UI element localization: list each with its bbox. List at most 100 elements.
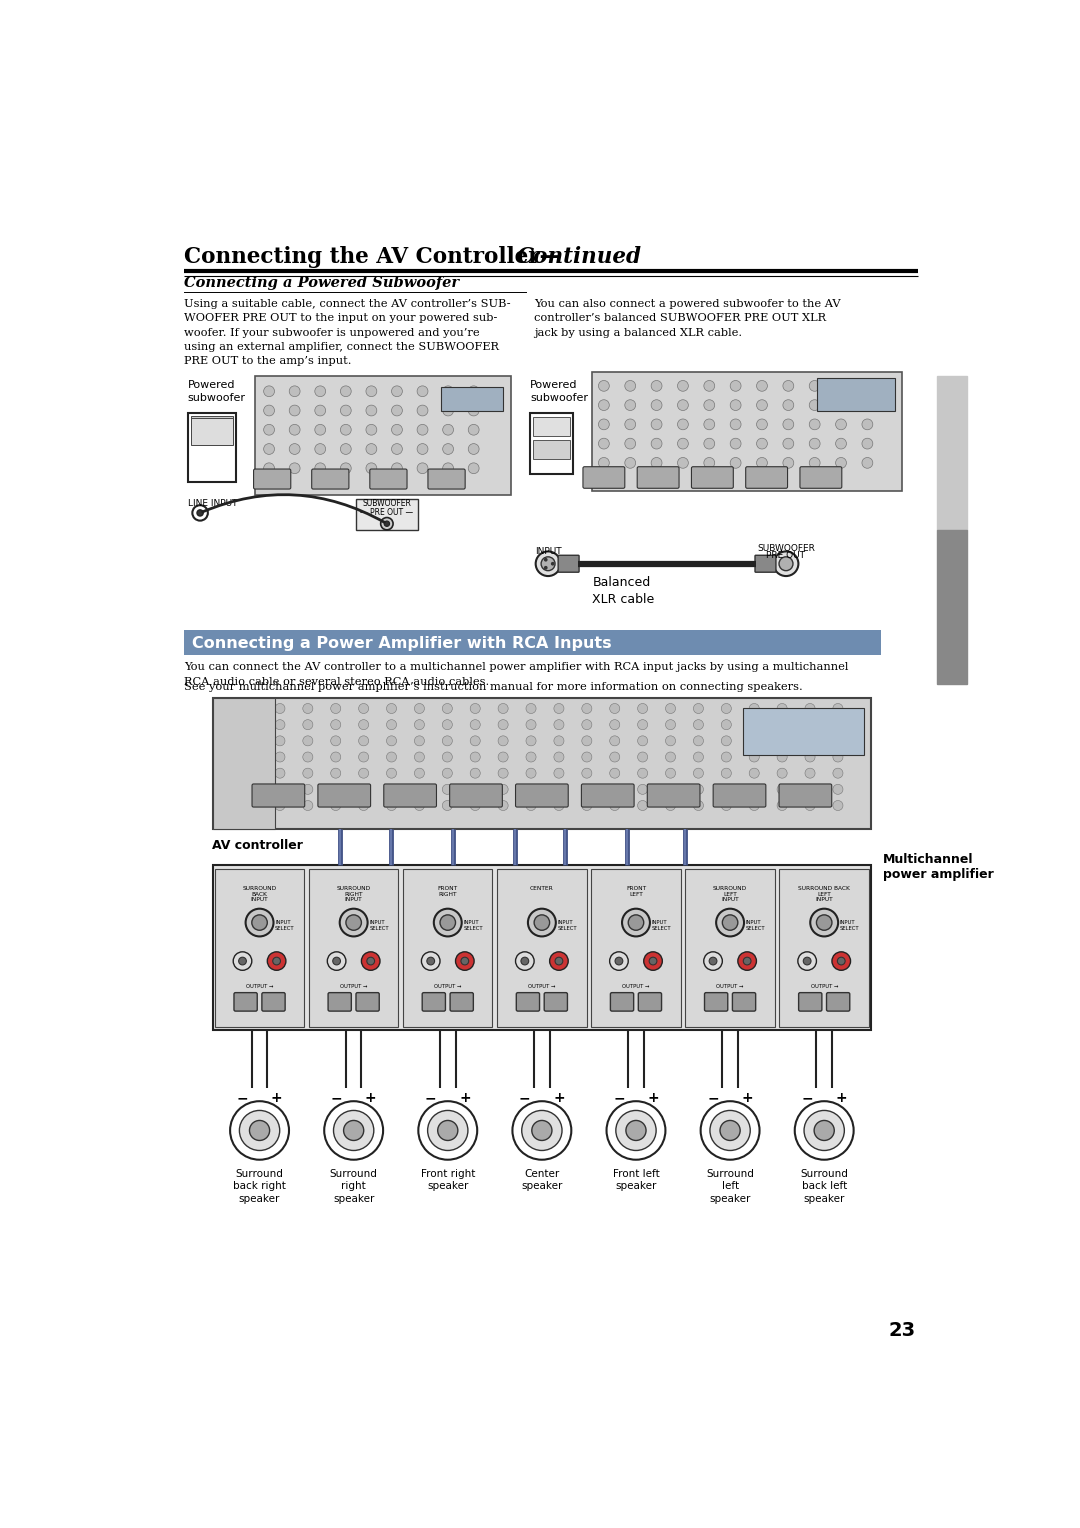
Circle shape bbox=[340, 909, 367, 937]
Circle shape bbox=[833, 769, 843, 778]
Text: Connecting a Power Amplifier with RCA Inputs: Connecting a Power Amplifier with RCA In… bbox=[191, 636, 611, 651]
Circle shape bbox=[418, 1102, 477, 1160]
Circle shape bbox=[469, 405, 480, 416]
Circle shape bbox=[833, 752, 843, 762]
Circle shape bbox=[778, 784, 787, 795]
Circle shape bbox=[392, 425, 403, 435]
FancyBboxPatch shape bbox=[383, 784, 436, 807]
Circle shape bbox=[649, 957, 657, 964]
Bar bbox=[356, 500, 418, 530]
Circle shape bbox=[327, 952, 346, 970]
Circle shape bbox=[469, 463, 480, 474]
Text: PRE OUT: PRE OUT bbox=[767, 552, 806, 561]
Text: SURROUND BACK
LEFT
INPUT: SURROUND BACK LEFT INPUT bbox=[798, 886, 850, 902]
Circle shape bbox=[443, 720, 453, 730]
Bar bbox=[534, 440, 570, 458]
Circle shape bbox=[340, 405, 351, 416]
Circle shape bbox=[665, 769, 676, 778]
Circle shape bbox=[582, 769, 592, 778]
Circle shape bbox=[554, 784, 564, 795]
Circle shape bbox=[417, 387, 428, 397]
FancyBboxPatch shape bbox=[647, 784, 700, 807]
Circle shape bbox=[247, 736, 257, 746]
FancyBboxPatch shape bbox=[745, 466, 787, 489]
Circle shape bbox=[651, 380, 662, 391]
Circle shape bbox=[314, 443, 326, 454]
Circle shape bbox=[434, 909, 462, 937]
FancyBboxPatch shape bbox=[254, 469, 291, 489]
FancyBboxPatch shape bbox=[558, 555, 579, 571]
Circle shape bbox=[387, 720, 396, 730]
Bar bbox=[403, 868, 492, 1027]
FancyBboxPatch shape bbox=[755, 555, 775, 571]
Circle shape bbox=[219, 784, 229, 795]
Circle shape bbox=[346, 915, 362, 931]
Circle shape bbox=[693, 736, 703, 746]
Circle shape bbox=[778, 720, 787, 730]
Circle shape bbox=[783, 380, 794, 391]
Text: −: − bbox=[237, 1091, 248, 1105]
Circle shape bbox=[743, 957, 751, 964]
Circle shape bbox=[836, 419, 847, 429]
Circle shape bbox=[521, 957, 529, 964]
Circle shape bbox=[359, 720, 368, 730]
Circle shape bbox=[610, 703, 620, 714]
Circle shape bbox=[247, 769, 257, 778]
FancyBboxPatch shape bbox=[449, 784, 502, 807]
Circle shape bbox=[582, 720, 592, 730]
FancyBboxPatch shape bbox=[798, 993, 822, 1012]
Circle shape bbox=[330, 703, 341, 714]
Circle shape bbox=[273, 957, 281, 964]
Circle shape bbox=[550, 952, 568, 970]
FancyBboxPatch shape bbox=[422, 993, 445, 1012]
Circle shape bbox=[512, 1102, 571, 1160]
FancyBboxPatch shape bbox=[515, 784, 568, 807]
Circle shape bbox=[470, 752, 481, 762]
Circle shape bbox=[197, 510, 203, 516]
Text: Surround
right
speaker: Surround right speaker bbox=[329, 1169, 378, 1204]
Circle shape bbox=[498, 801, 509, 810]
Circle shape bbox=[554, 769, 564, 778]
FancyBboxPatch shape bbox=[800, 466, 841, 489]
Circle shape bbox=[359, 736, 368, 746]
Circle shape bbox=[750, 703, 759, 714]
Circle shape bbox=[515, 952, 535, 970]
Circle shape bbox=[778, 769, 787, 778]
Circle shape bbox=[778, 752, 787, 762]
Circle shape bbox=[380, 518, 393, 530]
Text: INPUT
SELECT: INPUT SELECT bbox=[745, 920, 766, 931]
Circle shape bbox=[625, 400, 636, 411]
Circle shape bbox=[836, 457, 847, 468]
Text: +: + bbox=[836, 1091, 847, 1105]
FancyBboxPatch shape bbox=[312, 469, 349, 489]
Text: +: + bbox=[741, 1091, 753, 1105]
Circle shape bbox=[721, 720, 731, 730]
Circle shape bbox=[443, 443, 454, 454]
Circle shape bbox=[665, 703, 676, 714]
Text: −: − bbox=[330, 1091, 342, 1105]
Circle shape bbox=[677, 457, 688, 468]
Circle shape bbox=[415, 736, 424, 746]
Text: Center
speaker: Center speaker bbox=[522, 1169, 563, 1192]
Circle shape bbox=[387, 736, 396, 746]
Circle shape bbox=[610, 769, 620, 778]
Circle shape bbox=[804, 957, 811, 964]
Circle shape bbox=[710, 957, 717, 964]
Circle shape bbox=[750, 784, 759, 795]
Circle shape bbox=[837, 957, 846, 964]
Circle shape bbox=[247, 703, 257, 714]
Circle shape bbox=[275, 720, 285, 730]
Circle shape bbox=[804, 1111, 845, 1151]
Circle shape bbox=[750, 720, 759, 730]
Circle shape bbox=[710, 1111, 751, 1151]
Circle shape bbox=[862, 439, 873, 449]
FancyBboxPatch shape bbox=[638, 993, 662, 1012]
Circle shape bbox=[862, 419, 873, 429]
Circle shape bbox=[582, 784, 592, 795]
Circle shape bbox=[704, 419, 715, 429]
Circle shape bbox=[417, 463, 428, 474]
Text: −: − bbox=[801, 1091, 813, 1105]
Circle shape bbox=[783, 439, 794, 449]
Circle shape bbox=[750, 769, 759, 778]
Circle shape bbox=[554, 736, 564, 746]
